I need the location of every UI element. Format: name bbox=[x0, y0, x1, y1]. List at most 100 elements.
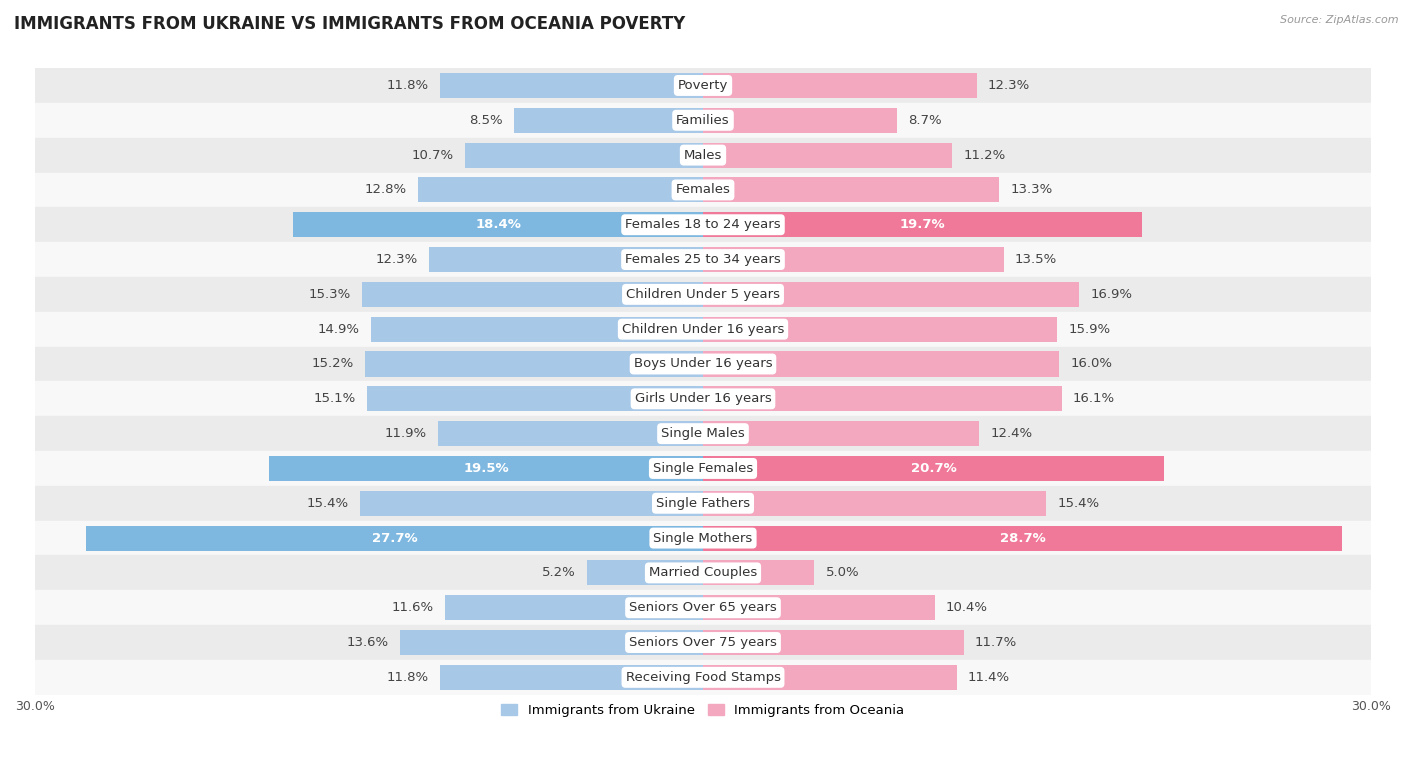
Text: Receiving Food Stamps: Receiving Food Stamps bbox=[626, 671, 780, 684]
Bar bbox=[703, 490, 1046, 515]
Bar bbox=[513, 108, 703, 133]
Text: 11.7%: 11.7% bbox=[974, 636, 1017, 649]
Bar bbox=[703, 665, 957, 690]
Bar bbox=[703, 143, 952, 168]
Bar bbox=[703, 352, 1059, 377]
Text: 11.6%: 11.6% bbox=[391, 601, 433, 614]
Bar bbox=[35, 521, 1371, 556]
Bar bbox=[35, 451, 1371, 486]
Text: 10.7%: 10.7% bbox=[412, 149, 454, 161]
Text: 13.5%: 13.5% bbox=[1015, 253, 1057, 266]
Text: Families: Families bbox=[676, 114, 730, 127]
Bar bbox=[371, 317, 703, 342]
Text: 13.3%: 13.3% bbox=[1011, 183, 1053, 196]
Text: 27.7%: 27.7% bbox=[371, 531, 418, 544]
Bar bbox=[363, 282, 703, 307]
Text: 12.8%: 12.8% bbox=[364, 183, 406, 196]
Text: 11.8%: 11.8% bbox=[387, 671, 429, 684]
Bar bbox=[35, 556, 1371, 590]
Bar bbox=[418, 177, 703, 202]
Text: Seniors Over 75 years: Seniors Over 75 years bbox=[628, 636, 778, 649]
Bar bbox=[703, 560, 814, 585]
Bar bbox=[364, 352, 703, 377]
Text: 11.2%: 11.2% bbox=[963, 149, 1005, 161]
Text: 13.6%: 13.6% bbox=[347, 636, 389, 649]
Text: 11.9%: 11.9% bbox=[385, 427, 427, 440]
Bar bbox=[86, 525, 703, 550]
Bar bbox=[703, 456, 1164, 481]
Bar bbox=[703, 317, 1057, 342]
Text: 12.4%: 12.4% bbox=[990, 427, 1032, 440]
Text: 15.1%: 15.1% bbox=[314, 393, 356, 406]
Bar bbox=[360, 490, 703, 515]
Legend: Immigrants from Ukraine, Immigrants from Oceania: Immigrants from Ukraine, Immigrants from… bbox=[496, 699, 910, 722]
Bar bbox=[588, 560, 703, 585]
Text: Source: ZipAtlas.com: Source: ZipAtlas.com bbox=[1281, 15, 1399, 25]
Text: 5.2%: 5.2% bbox=[543, 566, 576, 579]
Text: 15.4%: 15.4% bbox=[307, 496, 349, 510]
Bar bbox=[703, 177, 1000, 202]
Bar bbox=[444, 595, 703, 620]
Text: 12.3%: 12.3% bbox=[988, 79, 1031, 92]
Bar bbox=[440, 73, 703, 98]
Text: 16.9%: 16.9% bbox=[1091, 288, 1132, 301]
Bar bbox=[703, 595, 935, 620]
Text: Single Females: Single Females bbox=[652, 462, 754, 475]
Bar bbox=[703, 282, 1080, 307]
Text: Children Under 16 years: Children Under 16 years bbox=[621, 323, 785, 336]
Text: Males: Males bbox=[683, 149, 723, 161]
Bar bbox=[703, 421, 979, 446]
Text: 16.1%: 16.1% bbox=[1073, 393, 1115, 406]
Bar bbox=[35, 103, 1371, 138]
Text: Children Under 5 years: Children Under 5 years bbox=[626, 288, 780, 301]
Bar bbox=[35, 68, 1371, 103]
Text: Females 25 to 34 years: Females 25 to 34 years bbox=[626, 253, 780, 266]
Bar bbox=[35, 381, 1371, 416]
Bar bbox=[35, 242, 1371, 277]
Text: Single Fathers: Single Fathers bbox=[657, 496, 749, 510]
Text: 16.0%: 16.0% bbox=[1070, 358, 1112, 371]
Bar bbox=[35, 138, 1371, 173]
Text: Married Couples: Married Couples bbox=[650, 566, 756, 579]
Bar bbox=[35, 625, 1371, 660]
Bar bbox=[35, 312, 1371, 346]
Text: Girls Under 16 years: Girls Under 16 years bbox=[634, 393, 772, 406]
Text: 20.7%: 20.7% bbox=[911, 462, 956, 475]
Text: 19.5%: 19.5% bbox=[463, 462, 509, 475]
Text: 15.2%: 15.2% bbox=[311, 358, 353, 371]
Text: 11.4%: 11.4% bbox=[967, 671, 1010, 684]
Bar bbox=[465, 143, 703, 168]
Text: Single Males: Single Males bbox=[661, 427, 745, 440]
Bar bbox=[703, 73, 977, 98]
Bar bbox=[703, 108, 897, 133]
Text: Seniors Over 65 years: Seniors Over 65 years bbox=[628, 601, 778, 614]
Bar bbox=[367, 387, 703, 412]
Bar bbox=[35, 277, 1371, 312]
Bar bbox=[35, 346, 1371, 381]
Bar bbox=[440, 665, 703, 690]
Bar bbox=[439, 421, 703, 446]
Text: 18.4%: 18.4% bbox=[475, 218, 522, 231]
Bar bbox=[429, 247, 703, 272]
Bar bbox=[703, 630, 963, 655]
Text: 28.7%: 28.7% bbox=[1000, 531, 1046, 544]
Text: 15.9%: 15.9% bbox=[1069, 323, 1111, 336]
Bar bbox=[35, 590, 1371, 625]
Text: Single Mothers: Single Mothers bbox=[654, 531, 752, 544]
Text: 11.8%: 11.8% bbox=[387, 79, 429, 92]
Bar bbox=[35, 173, 1371, 208]
Text: 19.7%: 19.7% bbox=[900, 218, 945, 231]
Text: Poverty: Poverty bbox=[678, 79, 728, 92]
Text: Boys Under 16 years: Boys Under 16 years bbox=[634, 358, 772, 371]
Text: 8.5%: 8.5% bbox=[470, 114, 502, 127]
Text: Females: Females bbox=[675, 183, 731, 196]
Bar bbox=[35, 416, 1371, 451]
Bar bbox=[35, 486, 1371, 521]
Text: 15.3%: 15.3% bbox=[309, 288, 352, 301]
Text: 12.3%: 12.3% bbox=[375, 253, 418, 266]
Bar bbox=[703, 387, 1062, 412]
Bar bbox=[703, 212, 1142, 237]
Bar bbox=[703, 247, 1004, 272]
Text: 8.7%: 8.7% bbox=[908, 114, 942, 127]
Text: 10.4%: 10.4% bbox=[946, 601, 988, 614]
